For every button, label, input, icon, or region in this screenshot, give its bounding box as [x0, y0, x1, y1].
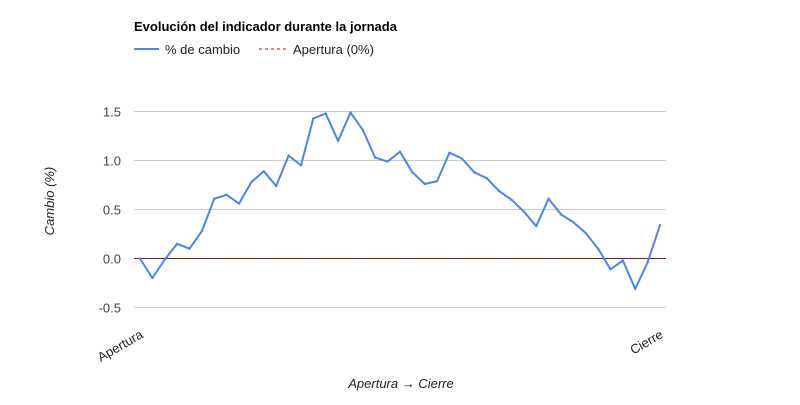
data-point	[646, 261, 649, 264]
data-point	[349, 111, 352, 114]
data-point	[138, 257, 142, 260]
data-point	[361, 128, 365, 132]
data-point	[448, 151, 451, 154]
data-point	[175, 242, 179, 245]
data-point	[262, 170, 265, 173]
gridlines	[134, 111, 666, 308]
data-point	[423, 182, 426, 186]
data-point	[497, 189, 501, 193]
data-point	[411, 171, 414, 174]
data-point	[336, 139, 340, 143]
y-axis-ticks: 1.5 1.0 0.5 0.0 -0.5	[99, 105, 121, 316]
data-point	[435, 179, 439, 183]
data-point	[374, 156, 377, 159]
series-line-change	[139, 111, 661, 290]
x-tick-label-start: Apertura	[95, 326, 146, 364]
data-point	[324, 112, 327, 115]
data-point	[386, 160, 389, 163]
data-point	[250, 180, 253, 184]
data-point	[225, 193, 228, 196]
data-point	[584, 231, 587, 235]
legend-label-open[interactable]: Apertura (0%)	[293, 42, 374, 57]
y-tick-label: 1.0	[103, 154, 121, 169]
legend-label-change[interactable]: % de cambio	[165, 42, 240, 57]
data-point	[188, 247, 191, 250]
data-point	[596, 247, 600, 250]
legend: % de cambio Apertura (0%)	[134, 42, 374, 57]
data-point	[547, 197, 550, 200]
x-axis-label: Apertura → Cierre	[347, 376, 453, 391]
data-point	[485, 176, 488, 180]
data-point	[621, 259, 625, 262]
data-point	[535, 225, 538, 228]
y-tick-label: -0.5	[99, 301, 121, 316]
data-point	[522, 210, 525, 213]
data-point	[312, 117, 315, 120]
data-point	[275, 184, 278, 188]
y-tick-label: 0.5	[103, 203, 121, 218]
data-point	[559, 213, 563, 216]
data-point	[510, 198, 513, 201]
data-point	[287, 154, 290, 157]
x-axis-ticks: Apertura Cierre	[95, 326, 666, 364]
data-point	[237, 202, 241, 205]
data-point	[213, 197, 216, 200]
y-tick-label: 0.0	[103, 252, 121, 267]
y-tick-label: 1.5	[103, 105, 121, 120]
data-point	[658, 224, 662, 227]
series-layer	[134, 111, 666, 291]
data-point	[398, 150, 402, 153]
data-point	[609, 268, 612, 271]
data-point	[163, 258, 166, 261]
chart-title: Evolución del indicador durante la jorna…	[134, 19, 398, 34]
data-point	[473, 171, 476, 174]
data-point	[299, 164, 303, 167]
data-point	[200, 229, 204, 233]
x-tick-label-end: Cierre	[627, 327, 665, 358]
data-point	[572, 221, 575, 224]
data-point	[460, 157, 464, 160]
data-point	[634, 287, 637, 291]
y-axis-label: Cambio (%)	[42, 167, 57, 236]
data-point	[151, 276, 154, 280]
